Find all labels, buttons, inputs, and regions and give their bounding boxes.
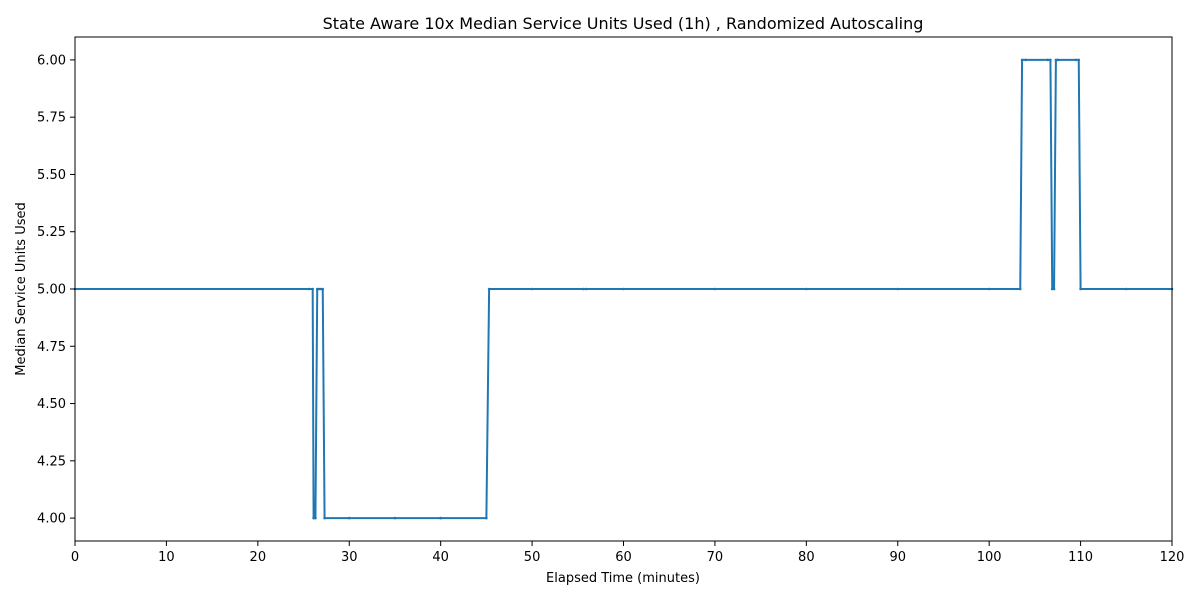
data-point bbox=[622, 287, 625, 291]
data-point bbox=[1018, 287, 1022, 291]
y-tick-label: 5.00 bbox=[37, 283, 66, 298]
plot-area bbox=[73, 58, 1174, 520]
data-point bbox=[1079, 287, 1082, 291]
y-tick-label: 4.75 bbox=[37, 340, 66, 355]
data-point bbox=[584, 287, 588, 291]
x-tick-label: 110 bbox=[1068, 550, 1093, 565]
data-point bbox=[312, 516, 315, 520]
y-tick-label: 4.25 bbox=[37, 454, 66, 469]
data-point bbox=[347, 516, 351, 520]
data-point bbox=[439, 516, 442, 520]
y-tick-label: 5.25 bbox=[37, 225, 66, 240]
data-point bbox=[530, 287, 534, 291]
y-tick-label: 5.50 bbox=[37, 168, 66, 183]
x-tick-label: 120 bbox=[1160, 550, 1185, 565]
data-point bbox=[1077, 58, 1081, 62]
data-point bbox=[317, 287, 321, 291]
y-axis-label: Median Service Units Used bbox=[14, 202, 29, 376]
chart-title: State Aware 10x Median Service Units Use… bbox=[323, 14, 924, 33]
data-point bbox=[321, 287, 325, 291]
data-point bbox=[805, 287, 808, 291]
x-tick-label: 30 bbox=[341, 550, 358, 565]
data-point bbox=[1020, 58, 1024, 62]
data-point bbox=[896, 287, 900, 291]
data-point bbox=[314, 516, 317, 520]
x-tick-label: 60 bbox=[615, 550, 632, 565]
data-point bbox=[1054, 58, 1058, 62]
x-axis: 0 10 20 30 40 50 60 70 80 90 100 110 120 bbox=[71, 541, 1185, 565]
data-point bbox=[581, 287, 585, 291]
x-axis-label: Elapsed Time (minutes) bbox=[546, 571, 700, 586]
x-tick-label: 40 bbox=[432, 550, 449, 565]
y-tick-label: 6.00 bbox=[37, 53, 66, 68]
data-point bbox=[323, 516, 326, 520]
data-point bbox=[1074, 58, 1078, 62]
data-point bbox=[315, 287, 319, 291]
data-point bbox=[1046, 58, 1049, 62]
y-tick-label: 4.50 bbox=[37, 397, 66, 412]
data-point bbox=[1024, 58, 1028, 62]
data-point bbox=[393, 516, 397, 520]
x-tick-label: 20 bbox=[250, 550, 267, 565]
y-tick-label: 5.75 bbox=[37, 111, 66, 126]
y-axis: 4.00 4.25 4.50 4.75 5.00 5.25 5.50 5.75 6.00 bbox=[37, 53, 75, 527]
x-tick-label: 50 bbox=[524, 550, 541, 565]
x-tick-label: 80 bbox=[798, 550, 815, 565]
y-tick-label: 4.00 bbox=[37, 512, 66, 527]
data-point bbox=[487, 287, 491, 291]
x-tick-label: 10 bbox=[158, 550, 175, 565]
x-tick-label: 70 bbox=[707, 550, 724, 565]
data-point bbox=[987, 287, 991, 291]
data-point bbox=[1050, 287, 1054, 291]
data-point bbox=[1056, 58, 1060, 62]
data-point bbox=[485, 516, 488, 520]
data-point bbox=[319, 287, 323, 291]
data-point bbox=[1049, 58, 1052, 62]
data-point bbox=[1052, 287, 1056, 291]
x-tick-label: 100 bbox=[977, 550, 1002, 565]
x-tick-label: 90 bbox=[889, 550, 906, 565]
x-tick-label: 0 bbox=[71, 550, 79, 565]
data-point bbox=[307, 287, 311, 291]
data-point bbox=[1124, 287, 1128, 291]
data-point bbox=[311, 287, 314, 291]
data-point bbox=[713, 287, 717, 291]
